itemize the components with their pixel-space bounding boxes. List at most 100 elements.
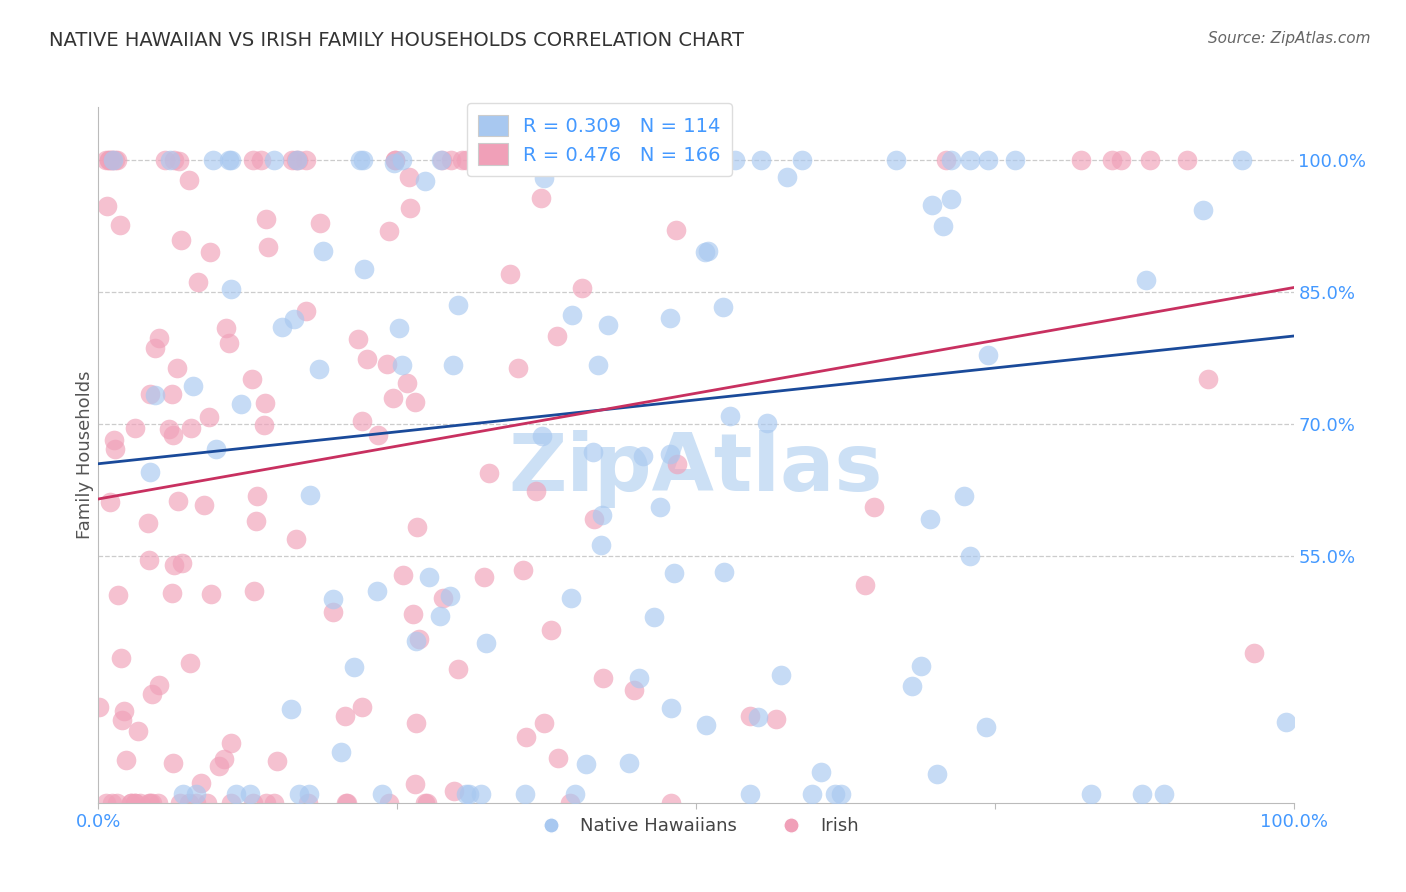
Point xyxy=(1197,372,1219,386)
Point xyxy=(1232,153,1254,167)
Point xyxy=(391,153,413,167)
Point xyxy=(824,787,846,801)
Point xyxy=(384,153,406,167)
Point xyxy=(352,700,374,714)
Point xyxy=(713,565,735,579)
Point xyxy=(172,556,194,570)
Point xyxy=(456,787,478,801)
Point xyxy=(384,153,406,167)
Point xyxy=(127,723,149,738)
Point xyxy=(371,787,394,801)
Point xyxy=(415,174,437,188)
Point xyxy=(139,796,162,810)
Point xyxy=(343,660,366,674)
Point xyxy=(162,586,184,600)
Point xyxy=(181,379,204,393)
Point xyxy=(162,428,184,442)
Point xyxy=(392,568,415,582)
Point xyxy=(508,360,530,375)
Point xyxy=(266,754,288,768)
Point xyxy=(472,570,495,584)
Point xyxy=(352,153,374,167)
Point xyxy=(921,198,943,212)
Point xyxy=(941,153,963,167)
Point xyxy=(628,671,651,685)
Point xyxy=(218,335,240,350)
Point xyxy=(167,494,190,508)
Point xyxy=(187,276,209,290)
Point xyxy=(177,796,200,810)
Point xyxy=(335,796,357,810)
Point xyxy=(295,153,318,167)
Point xyxy=(367,428,389,442)
Point xyxy=(658,447,681,461)
Point xyxy=(218,153,240,167)
Point xyxy=(413,796,436,810)
Point xyxy=(271,320,294,334)
Point xyxy=(561,308,583,322)
Point xyxy=(765,712,787,726)
Point xyxy=(901,679,924,693)
Point xyxy=(643,610,665,624)
Point xyxy=(350,414,373,428)
Point xyxy=(97,153,120,167)
Point xyxy=(139,465,162,479)
Point xyxy=(416,796,439,810)
Point xyxy=(159,153,181,167)
Point xyxy=(429,608,451,623)
Point xyxy=(538,153,561,167)
Point xyxy=(96,199,118,213)
Point xyxy=(886,153,908,167)
Point xyxy=(959,153,981,167)
Legend: Native Hawaiians, Irish: Native Hawaiians, Irish xyxy=(526,810,866,842)
Point xyxy=(245,514,267,528)
Point xyxy=(104,442,127,456)
Point xyxy=(101,153,124,167)
Point xyxy=(515,787,537,801)
Point xyxy=(103,434,125,448)
Text: ZipAtlas: ZipAtlas xyxy=(509,430,883,508)
Point xyxy=(287,153,309,167)
Point xyxy=(454,153,477,167)
Point xyxy=(977,348,1000,362)
Point xyxy=(659,311,682,326)
Point xyxy=(249,153,271,167)
Point xyxy=(111,714,134,728)
Point xyxy=(263,153,285,167)
Point xyxy=(547,751,569,765)
Point xyxy=(388,320,411,334)
Point xyxy=(257,240,280,254)
Point xyxy=(405,634,427,648)
Point xyxy=(129,796,152,810)
Point xyxy=(408,632,430,647)
Text: NATIVE HAWAIIAN VS IRISH FAMILY HOUSEHOLDS CORRELATION CHART: NATIVE HAWAIIAN VS IRISH FAMILY HOUSEHOL… xyxy=(49,31,744,50)
Point xyxy=(163,558,186,573)
Point xyxy=(567,153,589,167)
Point xyxy=(404,395,426,409)
Point xyxy=(200,587,222,601)
Point xyxy=(681,153,703,167)
Point xyxy=(1080,787,1102,801)
Point xyxy=(665,223,688,237)
Point xyxy=(747,710,769,724)
Point xyxy=(263,796,285,810)
Point xyxy=(322,605,344,619)
Point xyxy=(219,796,242,810)
Point xyxy=(398,169,420,184)
Point xyxy=(1130,787,1153,801)
Point xyxy=(935,153,957,167)
Point xyxy=(1153,787,1175,801)
Point xyxy=(195,796,218,810)
Point xyxy=(105,796,128,810)
Point xyxy=(471,153,494,167)
Point xyxy=(1139,153,1161,167)
Point xyxy=(221,153,243,167)
Point xyxy=(138,553,160,567)
Point xyxy=(659,700,682,714)
Point xyxy=(101,796,124,810)
Point xyxy=(724,153,747,167)
Point xyxy=(143,387,166,401)
Point xyxy=(120,796,142,810)
Point xyxy=(215,321,238,335)
Point xyxy=(366,583,388,598)
